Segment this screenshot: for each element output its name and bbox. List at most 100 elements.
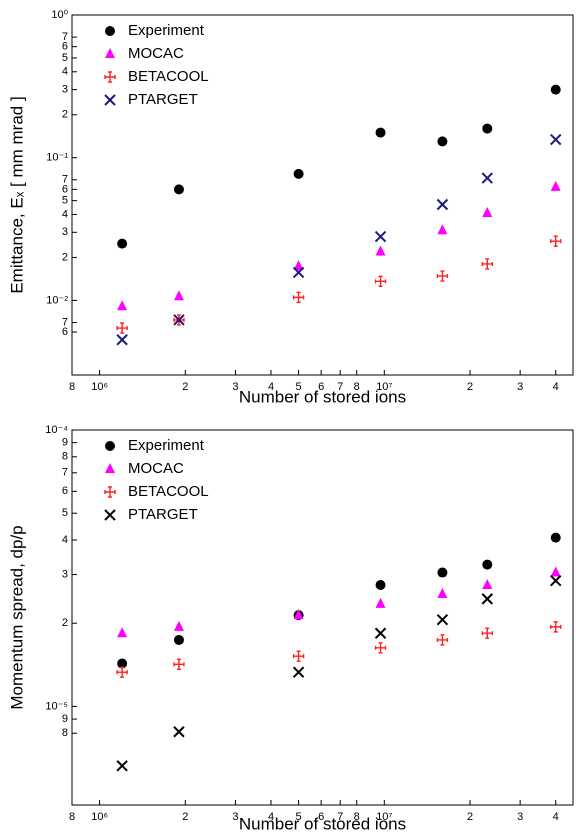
momentum-chart: 8 10⁶ 2 3 4 5 6 7 8 10⁷ 2 3 48910⁻⁵2345678910⁻⁴Numbe… bbox=[7, 424, 574, 833]
data-point bbox=[117, 300, 128, 311]
data-point bbox=[117, 238, 128, 249]
x-tick-label: 8 bbox=[354, 381, 360, 393]
y-tick-label: 6 bbox=[62, 183, 68, 195]
data-point bbox=[437, 136, 448, 147]
y-tick-label: 10⁻⁴ bbox=[45, 424, 68, 436]
x-tick-label: 10⁶ bbox=[91, 381, 108, 393]
y-tick-label: 10⁻¹ bbox=[46, 152, 68, 164]
data-point bbox=[481, 258, 493, 270]
data-point bbox=[482, 123, 493, 134]
y-tick-label: 8 bbox=[62, 451, 68, 463]
y-tick-label: 5 bbox=[62, 507, 68, 519]
data-point bbox=[437, 567, 448, 578]
data-point bbox=[550, 84, 561, 95]
x-tick-label: 4 bbox=[553, 811, 559, 823]
legend-label: MOCAC bbox=[128, 45, 184, 62]
x-tick-label: 3 bbox=[517, 381, 523, 393]
legend-label: PTARGET bbox=[128, 506, 198, 523]
y-tick-label: 7 bbox=[62, 467, 68, 479]
x-tick-label: 10⁷ bbox=[376, 811, 392, 823]
data-point bbox=[292, 650, 305, 662]
y-tick-label: 4 bbox=[62, 534, 68, 546]
data-point bbox=[482, 206, 493, 217]
y-tick-label: 5 bbox=[62, 52, 68, 64]
data-point bbox=[116, 760, 128, 772]
y-tick-label: 5 bbox=[62, 195, 68, 207]
y-axis-title: Momentum spread, dp/p bbox=[7, 525, 26, 709]
data-point bbox=[173, 634, 184, 645]
y-tick-label: 7 bbox=[62, 31, 68, 43]
y-tick-label: 8 bbox=[62, 727, 68, 739]
data-point bbox=[116, 322, 128, 334]
legend-label: Experiment bbox=[128, 22, 205, 39]
legend-label: BETACOOL bbox=[128, 483, 209, 500]
y-tick-label: 3 bbox=[62, 226, 68, 238]
legend-marker bbox=[104, 486, 116, 498]
data-point bbox=[117, 658, 128, 669]
emittance-chart: 8 10⁶ 2 3 4 5 6 7 8 10⁷ 2 3 46710⁻²23456710⁻¹2345671… bbox=[7, 9, 574, 406]
y-tick-label: 3 bbox=[62, 568, 68, 580]
y-tick-label: 3 bbox=[62, 84, 68, 96]
data-point bbox=[292, 266, 305, 279]
data-point bbox=[436, 270, 449, 282]
y-tick-label: 2 bbox=[62, 109, 68, 121]
data-point bbox=[116, 666, 128, 678]
data-point bbox=[550, 532, 561, 543]
y-tick-label: 10⁰ bbox=[51, 9, 68, 21]
x-tick-label: 4 bbox=[268, 811, 274, 823]
legend-marker bbox=[104, 509, 116, 521]
x-tick-label: 4 bbox=[268, 381, 274, 393]
x-tick-label: 8 bbox=[69, 811, 75, 823]
legend-marker bbox=[105, 441, 115, 451]
plot-frame bbox=[71, 429, 574, 806]
data-point bbox=[116, 334, 128, 346]
x-tick-label: 3 bbox=[232, 811, 238, 823]
data-point bbox=[436, 198, 449, 211]
y-tick-label: 9 bbox=[62, 437, 68, 449]
data-point bbox=[550, 180, 561, 191]
x-axis-title: Number of stored ions bbox=[239, 387, 406, 406]
y-axis-title: Emittance, Eₓ [ mm mrad ] bbox=[7, 96, 26, 293]
legend-label: Experiment bbox=[128, 437, 205, 454]
y-tick-label: 10⁻⁵ bbox=[45, 700, 68, 712]
data-point bbox=[173, 314, 185, 326]
data-point bbox=[436, 634, 449, 646]
legend-marker bbox=[104, 71, 116, 83]
y-tick-label: 10⁻² bbox=[46, 294, 68, 306]
data-point bbox=[293, 609, 304, 620]
x-tick-label: 7 bbox=[337, 811, 343, 823]
data-point bbox=[437, 588, 448, 599]
x-tick-label: 3 bbox=[232, 381, 238, 393]
legend-marker bbox=[105, 26, 115, 36]
y-tick-label: 7 bbox=[62, 316, 68, 328]
x-axis-title: Number of stored ions bbox=[239, 814, 406, 833]
x-tick-label: 8 bbox=[354, 811, 360, 823]
data-point bbox=[374, 275, 387, 288]
legend-marker bbox=[105, 463, 115, 473]
x-tick-label: 6 bbox=[318, 381, 324, 393]
x-tick-label: 4 bbox=[553, 381, 559, 393]
x-tick-label: 2 bbox=[182, 811, 188, 823]
x-tick-label: 2 bbox=[467, 381, 473, 393]
data-point bbox=[482, 559, 493, 570]
x-tick-label: 8 bbox=[69, 381, 75, 393]
data-point bbox=[173, 290, 184, 301]
data-point bbox=[173, 726, 185, 738]
plot-frame bbox=[71, 14, 574, 376]
data-point bbox=[375, 597, 386, 608]
data-point bbox=[550, 566, 561, 577]
data-point bbox=[374, 230, 387, 243]
data-point bbox=[550, 621, 562, 633]
legend-label: MOCAC bbox=[128, 460, 184, 477]
y-tick-label: 4 bbox=[62, 208, 68, 220]
data-point bbox=[550, 133, 562, 146]
data-point bbox=[550, 574, 562, 587]
data-point bbox=[482, 578, 493, 589]
x-tick-label: 3 bbox=[517, 811, 523, 823]
y-tick-label: 2 bbox=[62, 617, 68, 629]
data-point bbox=[437, 224, 448, 235]
data-point bbox=[375, 245, 386, 256]
data-point bbox=[117, 627, 128, 638]
legend-marker bbox=[105, 48, 115, 58]
